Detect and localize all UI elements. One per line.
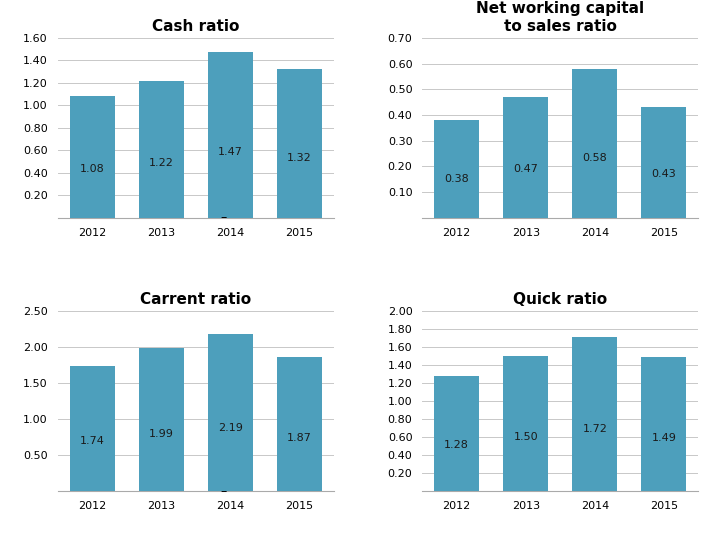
Bar: [572, 336, 617, 491]
Bar: [434, 376, 480, 491]
Bar: [276, 357, 322, 491]
Text: 1.22: 1.22: [149, 158, 174, 168]
Bar: [434, 120, 480, 218]
Bar: [139, 80, 184, 218]
Text: 1.08: 1.08: [80, 164, 104, 174]
Title: Quick ratio: Quick ratio: [513, 293, 608, 307]
Bar: [139, 348, 184, 491]
Text: 1.28: 1.28: [444, 440, 469, 450]
Bar: [208, 334, 253, 491]
Bar: [572, 69, 617, 218]
Title: Carrent ratio: Carrent ratio: [140, 293, 251, 307]
Title: Cash ratio: Cash ratio: [152, 19, 239, 34]
Text: 1.47: 1.47: [217, 147, 243, 157]
Text: 1.50: 1.50: [513, 433, 538, 442]
Bar: [503, 356, 548, 491]
Bar: [276, 69, 322, 218]
Text: 1.32: 1.32: [287, 153, 312, 164]
Text: 1.99: 1.99: [149, 429, 174, 439]
Text: 0.47: 0.47: [513, 165, 539, 174]
Text: 0.43: 0.43: [652, 168, 676, 179]
Text: 2.19: 2.19: [217, 423, 243, 433]
Text: –: –: [220, 485, 227, 498]
Bar: [642, 107, 686, 218]
Text: –: –: [220, 211, 227, 224]
Bar: [70, 96, 114, 218]
Bar: [503, 97, 548, 218]
Text: 1.72: 1.72: [582, 424, 607, 435]
Text: 1.87: 1.87: [287, 433, 312, 443]
Bar: [70, 366, 114, 491]
Title: Net working capital
to sales ratio: Net working capital to sales ratio: [476, 2, 644, 34]
Text: 0.38: 0.38: [444, 174, 469, 184]
Bar: [642, 357, 686, 491]
Text: 1.49: 1.49: [652, 433, 676, 443]
Bar: [208, 52, 253, 218]
Text: 1.74: 1.74: [80, 436, 104, 446]
Text: 0.58: 0.58: [582, 153, 607, 163]
